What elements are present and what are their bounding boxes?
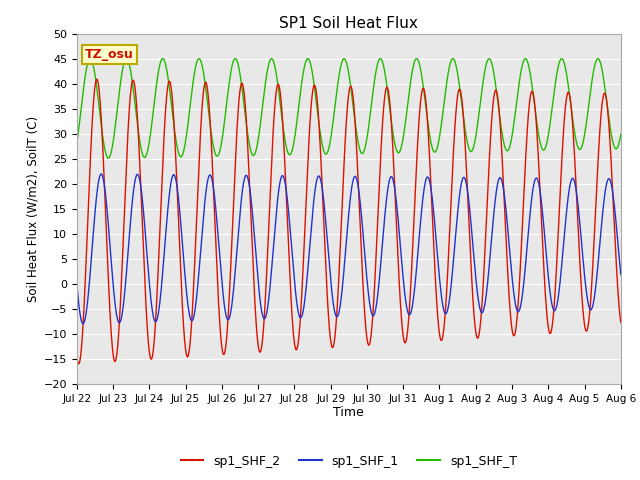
Line: sp1_SHF_2: sp1_SHF_2 (77, 79, 621, 364)
sp1_SHF_T (584, 106, 592, 111)
sp1_SHF_1 (97, 171, 105, 177)
sp1_SHF_T (365, 122, 372, 128)
Y-axis label: Soil Heat Flux (W/m2), SoilT (C): Soil Heat Flux (W/m2), SoilT (C) (26, 116, 40, 302)
sp1_SHF_T (508, 138, 515, 144)
sp1_SHF_1 (79, 321, 87, 326)
sp1_SHF_1 (617, 272, 625, 277)
sp1_SHF_1 (570, 176, 577, 181)
Legend: sp1_SHF_2, sp1_SHF_1, sp1_SHF_T: sp1_SHF_2, sp1_SHF_1, sp1_SHF_T (175, 450, 522, 473)
sp1_SHF_1 (365, 294, 372, 300)
sp1_SHF_2 (75, 361, 83, 367)
sp1_SHF_T (617, 132, 625, 137)
sp1_SHF_2 (584, 322, 592, 328)
sp1_SHF_2 (508, 320, 515, 325)
sp1_SHF_1 (73, 281, 81, 287)
sp1_SHF_2 (570, 130, 577, 135)
sp1_SHF_T (225, 82, 233, 87)
sp1_SHF_2 (617, 320, 625, 325)
Title: SP1 Soil Heat Flux: SP1 Soil Heat Flux (280, 16, 418, 31)
sp1_SHF_1 (584, 301, 592, 307)
sp1_SHF_T (377, 56, 385, 61)
sp1_SHF_2 (377, 153, 385, 159)
Line: sp1_SHF_1: sp1_SHF_1 (77, 174, 621, 324)
sp1_SHF_T (73, 140, 81, 146)
sp1_SHF_1 (377, 262, 385, 267)
sp1_SHF_T (104, 156, 112, 161)
sp1_SHF_1 (508, 265, 515, 271)
sp1_SHF_2 (73, 353, 81, 359)
sp1_SHF_2 (225, 300, 233, 305)
Line: sp1_SHF_T: sp1_SHF_T (77, 59, 621, 158)
sp1_SHF_2 (365, 342, 372, 348)
sp1_SHF_T (159, 56, 166, 61)
Text: TZ_osu: TZ_osu (85, 48, 134, 61)
sp1_SHF_2 (93, 76, 100, 82)
X-axis label: Time: Time (333, 407, 364, 420)
sp1_SHF_1 (225, 316, 233, 322)
sp1_SHF_T (570, 120, 577, 126)
